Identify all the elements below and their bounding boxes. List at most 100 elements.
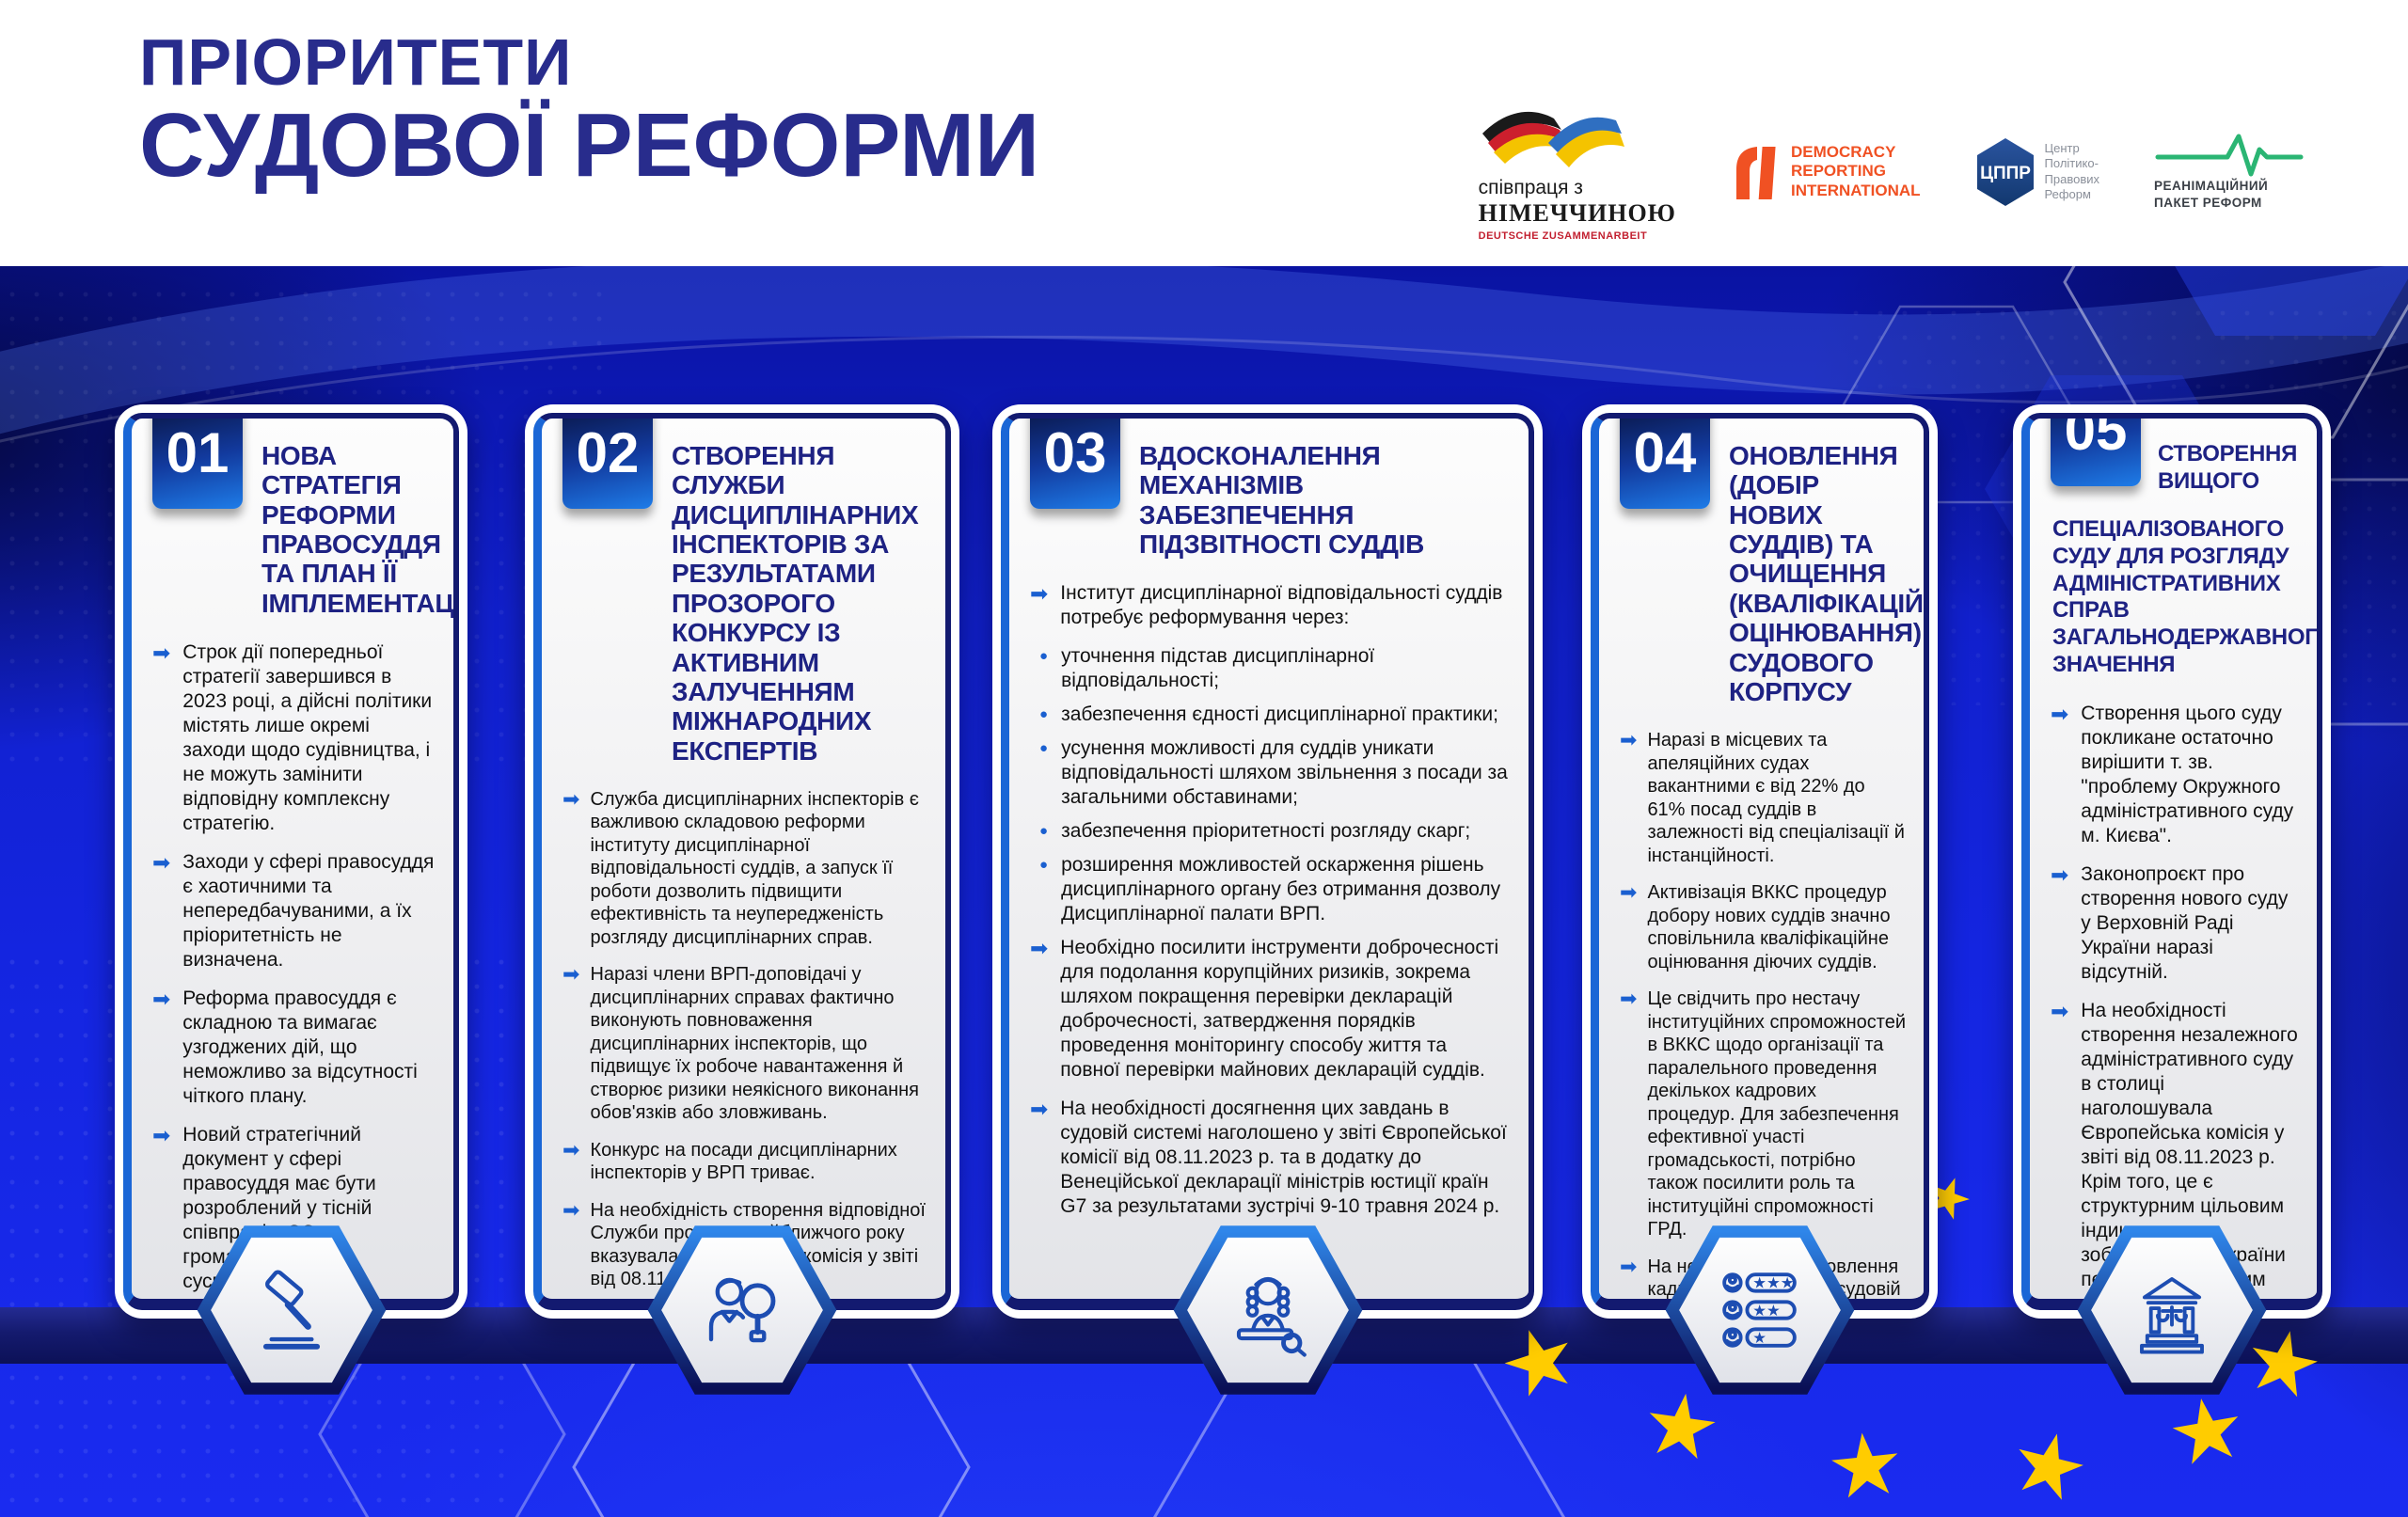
bullet-list: ➡ Строк дії попередньої стратегії заверши… (132, 618, 453, 1299)
logo-text: НІМЕЧЧИНОЮ (1478, 199, 1676, 227)
arrow-icon: ➡ (562, 1197, 580, 1222)
arrow-icon: ➡ (152, 640, 171, 666)
bullet-text: Наразі в місцевих та апеляційних судах в… (1647, 730, 1905, 866)
logo-text: Правових (2044, 171, 2099, 186)
german-ukrainian-ribbon-icon (1481, 111, 1624, 167)
german-cooperation-logo: співпраця з НІМЕЧЧИНОЮ DEUTSCHE ZUSAMMEN… (1479, 102, 1676, 242)
svg-text:★★: ★★ (1752, 1302, 1781, 1319)
page-title-line1: ПРІОРИТЕТИ (139, 25, 573, 99)
bullet-text: Активізація ВККС процедур добору нових с… (1647, 882, 1891, 972)
judge-magnifier-icon (1173, 1225, 1362, 1395)
bullet-text: Заходи у сфері правосуддя є хаотичними т… (182, 851, 435, 972)
bullet-text: Необхідно посилити інструменти доброчесн… (1060, 937, 1499, 1082)
bullet-text: На необхідності досягнення цих завдань в… (1060, 1098, 1507, 1218)
card-body: 02 СТВОРЕННЯ СЛУЖБИ ДИСЦИПЛІНАРНИХ ІНСПЕ… (533, 413, 951, 1310)
bullet-text: Конкурс на посади дисциплінарних інспект… (590, 1139, 897, 1184)
judges-rating-icon: ★★★ ★★ ★ (1665, 1225, 1855, 1395)
arrow-icon: ➡ (1620, 987, 1638, 1011)
sub-bullet-list: ● уточнення підстав дисциплінарної відпов… (1036, 644, 1512, 926)
dot-icon: ● (1039, 740, 1049, 757)
rpr-logo: РЕАНІМАЦІЙНИЙ ПАКЕТ РЕФОРМ (2154, 133, 2305, 211)
svg-text:★: ★ (1752, 1329, 1766, 1347)
sub-bullet-text: розширення можливостей оскарження рішень… (1061, 854, 1501, 925)
logo-text: DEMOCRACY (1790, 142, 1896, 161)
card-number-badge: 03 (1030, 419, 1120, 509)
bullet-text: Наразі члени ВРП-доповідачі у дисципліна… (590, 964, 919, 1124)
dri-mark-icon (1735, 146, 1776, 199)
arrow-icon: ➡ (562, 1137, 580, 1161)
header: ПРІОРИТЕТИ СУДОВОЇ РЕФОРМИ співпраця з Н… (0, 0, 2408, 266)
arrow-icon: ➡ (2051, 861, 2069, 887)
arrow-icon: ➡ (1030, 1097, 1049, 1122)
sub-bullet-item: ● забезпечення пріоритетності розгляду ск… (1036, 819, 1512, 844)
arrow-icon: ➡ (1030, 936, 1049, 961)
bullet-list: ➡ Інститут дисциплінарної відповідальност… (1009, 559, 1529, 1219)
sub-bullet-text: забезпечення пріоритетності розгляду ска… (1061, 820, 1471, 843)
cppr-logo: ЦППР Центр Політико- Правових Реформ (1975, 136, 2099, 208)
sub-bullet-item: ● забезпечення єдності дисциплінарної пра… (1036, 703, 1512, 727)
bullet-text: Реформа правосуддя є складною та вимагає… (182, 988, 418, 1108)
logo-text: INTERNATIONAL (1790, 181, 1921, 199)
sub-bullet-item: ● розширення можливостей оскарження рішен… (1036, 853, 1512, 926)
arrow-icon: ➡ (1620, 728, 1638, 752)
bullet-text: Служба дисциплінарних інспекторів є важл… (590, 788, 919, 948)
partner-logos: співпраця з НІМЕЧЧИНОЮ DEUTSCHE ZUSAMMEN… (1479, 102, 2305, 242)
card-title: ОНОВЛЕННЯ (ДОБІР НОВИХ СУДДІВ) ТА ОЧИЩЕН… (1729, 441, 1924, 706)
sub-bullet-text: усунення можливості для суддів уникати в… (1061, 737, 1508, 809)
bullet-item: ➡ Інститут дисциплінарної відповідальност… (1030, 581, 1512, 630)
heartbeat-icon (2155, 134, 2304, 177)
bullet-item: ➡ Строк дії попередньої стратегії заверши… (152, 640, 436, 836)
logo-text: співпраця з (1478, 177, 1583, 198)
card-number-badge: 02 (562, 419, 653, 509)
inspector-magnifier-icon (647, 1225, 837, 1395)
card-title: НОВА СТРАТЕГІЯ РЕФОРМИ ПРАВОСУДДЯ ТА ПЛА… (261, 441, 459, 618)
logo-text: Політико- (2044, 156, 2099, 171)
logo-text: ПАКЕТ РЕФОРМ (2154, 195, 2262, 210)
bullet-text: Строк дії попередньої стратегії завершив… (182, 641, 433, 835)
card-number-badge: 01 (152, 419, 243, 509)
logo-text-block: DEMOCRACY REPORTING INTERNATIONAL (1791, 143, 1921, 200)
card-judicial-corps-renewal: 04 ОНОВЛЕННЯ (ДОБІР НОВИХ СУДДІВ) ТА ОЧИ… (1582, 404, 1938, 1395)
logo-text-block: РЕАНІМАЦІЙНИЙ ПАКЕТ РЕФОРМ (2154, 178, 2268, 211)
page-title: ПРІОРИТЕТИ СУДОВОЇ РЕФОРМИ (139, 25, 1040, 196)
bullet-text: Це свідчить про нестачу інституційних сп… (1647, 988, 1906, 1240)
arrow-icon: ➡ (152, 987, 171, 1012)
dri-logo: DEMOCRACY REPORTING INTERNATIONAL (1731, 141, 1921, 203)
arrow-icon: ➡ (1620, 1254, 1638, 1278)
bullet-item: ➡ Конкурс на посади дисциплінарних інспек… (562, 1137, 928, 1185)
courthouse-scales-icon (2077, 1225, 2267, 1395)
bullet-item: ➡ Законопроєкт про створення нового суду … (2051, 862, 2300, 985)
card-body: 01 НОВА СТРАТЕГІЯ РЕФОРМИ ПРАВОСУДДЯ ТА … (123, 413, 459, 1310)
bullet-item: ➡ Служба дисциплінарних інспекторів є важ… (562, 787, 928, 950)
dot-icon: ● (1039, 648, 1049, 665)
logo-text-block: Центр Політико- Правових Реформ (2045, 141, 2099, 202)
sub-bullet-text: забезпечення єдності дисциплінарної прак… (1061, 703, 1498, 726)
card-title: ВДОСКОНАЛЕННЯ МЕХАНІЗМІВ ЗАБЕЗПЕЧЕННЯ ПІ… (1139, 441, 1425, 560)
card-number-badge: 05 (2051, 419, 2141, 486)
arrow-icon: ➡ (1620, 880, 1638, 905)
arrow-icon: ➡ (152, 1123, 171, 1148)
card-title: СТВОРЕННЯ ВИЩОГО СПЕЦІАЛІЗОВАНОГО СУДУ Д… (2052, 441, 2322, 677)
card-number-badge: 04 (1620, 419, 1710, 509)
arrow-icon: ➡ (152, 850, 171, 876)
arrow-icon: ➡ (2051, 701, 2069, 726)
card-new-strategy: 01 НОВА СТРАТЕГІЯ РЕФОРМИ ПРАВОСУДДЯ ТА … (115, 404, 467, 1395)
bullet-text: Інститут дисциплінарної відповідальності… (1060, 582, 1503, 629)
gavel-icon (197, 1225, 386, 1395)
card-judges-accountability: 03 ВДОСКОНАЛЕННЯ МЕХАНІЗМІВ ЗАБЕЗПЕЧЕННЯ… (992, 404, 1543, 1395)
bullet-item: ➡ Необхідно посилити інструменти доброчес… (1030, 936, 1512, 1082)
bullet-item: ➡ Реформа правосуддя є складною та вимага… (152, 987, 436, 1109)
card-disciplinary-inspectors: 02 СТВОРЕННЯ СЛУЖБИ ДИСЦИПЛІНАРНИХ ІНСПЕ… (525, 404, 959, 1395)
cppr-hexagon-icon: ЦППР (1976, 137, 2034, 206)
card-body: 03 ВДОСКОНАЛЕННЯ МЕХАНІЗМІВ ЗАБЕЗПЕЧЕННЯ… (1001, 413, 1534, 1310)
bullet-item: ➡ Активізація ВККС процедур добору нових … (1620, 880, 1907, 973)
bullet-item: ➡ Наразі члени ВРП-доповідачі у дисциплін… (562, 963, 928, 1125)
bullet-item: ➡ Наразі в місцевих та апеляційних судах … (1620, 728, 1907, 867)
arrow-icon: ➡ (1030, 581, 1049, 607)
bullet-text: Створення цього суду покликане остаточно… (2081, 702, 2294, 846)
dot-icon: ● (1039, 706, 1049, 723)
page-title-line2: СУДОВОЇ РЕФОРМИ (139, 94, 1040, 196)
dot-icon: ● (1039, 823, 1049, 840)
svg-text:ЦППР: ЦППР (1980, 164, 2031, 183)
